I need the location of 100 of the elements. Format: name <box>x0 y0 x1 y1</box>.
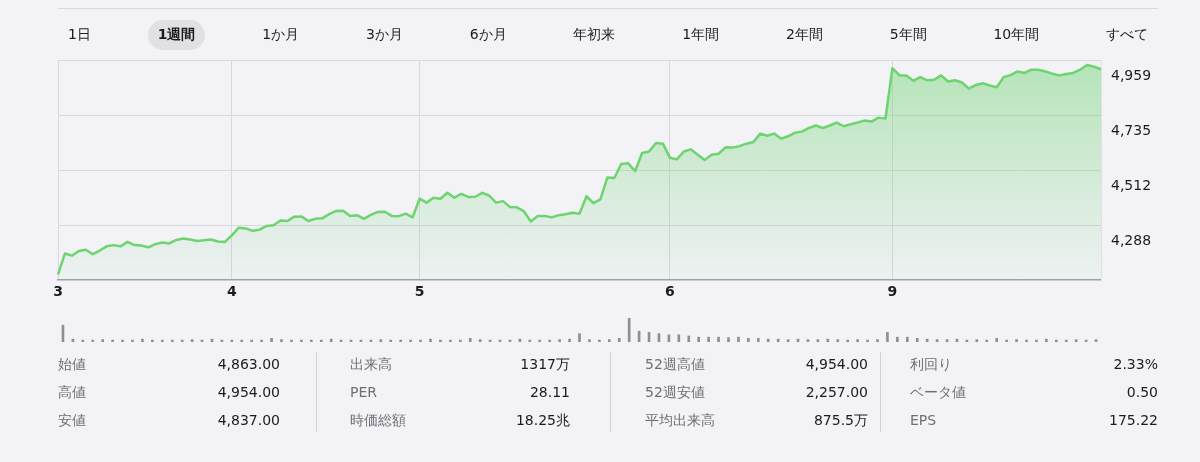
bar <box>1045 338 1048 342</box>
text: 2,257.00 <box>805 384 868 400</box>
text: 28.11 <box>529 384 570 400</box>
bar <box>697 336 701 342</box>
bar <box>985 339 989 342</box>
bar <box>836 339 840 342</box>
text: 4,863.00 <box>217 356 280 372</box>
text: 年初来 <box>572 25 617 44</box>
y-tick-label: 4,288 <box>1111 231 1152 248</box>
bar <box>389 339 393 342</box>
bar <box>607 339 611 342</box>
text: 18.25兆 <box>515 412 570 430</box>
y-tick-label: 4,512 <box>1111 176 1152 193</box>
text: 6か月 <box>468 25 508 44</box>
text: 安値 <box>58 412 86 430</box>
bar <box>905 336 909 342</box>
x-tick-label: 6 <box>665 283 675 300</box>
bar <box>578 333 581 342</box>
text: 1日 <box>67 25 92 44</box>
text: 3か月 <box>365 25 404 44</box>
bar <box>399 339 403 342</box>
bar <box>588 339 591 342</box>
text: 出来高 <box>350 356 392 374</box>
bar <box>717 336 720 342</box>
text: 175.22 <box>1109 412 1158 428</box>
bar <box>1005 339 1008 342</box>
bar <box>419 339 422 342</box>
bar <box>131 339 134 342</box>
bar <box>737 336 740 342</box>
bar <box>915 338 919 342</box>
text: 4,954.00 <box>217 384 280 400</box>
bar <box>151 339 154 342</box>
bar <box>1064 339 1068 342</box>
bar <box>766 338 770 342</box>
text: 52週安値 <box>645 384 705 402</box>
text: 875.5万 <box>813 412 868 430</box>
bar <box>160 339 164 342</box>
bar <box>170 339 174 342</box>
bar <box>707 336 710 342</box>
bar <box>896 336 899 342</box>
bar <box>101 339 105 342</box>
bar <box>319 339 323 342</box>
text: 4,954.00 <box>805 356 868 372</box>
bar <box>270 338 273 342</box>
text: 4,837.00 <box>217 412 280 428</box>
bar <box>617 338 621 342</box>
bar <box>558 339 561 342</box>
bar <box>280 339 283 342</box>
text: 0.50 <box>1126 384 1158 400</box>
text: 始値 <box>58 356 86 374</box>
bar <box>290 339 293 342</box>
bar <box>538 339 542 342</box>
bar <box>429 338 432 342</box>
bar <box>856 339 859 342</box>
text: 平均出来高 <box>645 412 715 430</box>
text: 10年間 <box>992 25 1041 44</box>
bar <box>687 335 691 342</box>
text: 利回り <box>910 356 952 374</box>
bar <box>121 339 124 342</box>
bar <box>458 339 462 342</box>
bar <box>409 339 412 342</box>
bar <box>468 338 472 342</box>
bar <box>141 338 144 342</box>
x-tick-label: 9 <box>887 283 898 300</box>
bar <box>240 339 244 342</box>
text: EPS <box>910 412 937 428</box>
bar <box>747 338 750 342</box>
text: 1年間 <box>681 25 721 44</box>
x-tick-label: 3 <box>53 283 63 300</box>
text: 1317万 <box>520 356 570 374</box>
bar <box>995 338 999 342</box>
y-tick-label: 4,735 <box>1111 122 1152 139</box>
text: 2.33% <box>1113 356 1158 372</box>
text: 高値 <box>58 384 86 402</box>
bar <box>886 332 889 342</box>
text: 2年間 <box>784 25 824 44</box>
bar <box>1025 339 1028 342</box>
text: すべて <box>1105 25 1149 44</box>
bar <box>548 339 552 342</box>
y-tick-label: 4,959 <box>1111 67 1152 84</box>
x-tick-label: 5 <box>414 283 425 300</box>
text: PER <box>350 384 378 400</box>
bar <box>111 339 114 342</box>
bar <box>846 339 850 342</box>
text: 1週間 <box>147 20 206 50</box>
bar <box>876 339 879 342</box>
text: ベータ値 <box>910 384 966 402</box>
bar <box>91 339 95 342</box>
bar <box>449 339 452 342</box>
bar <box>727 337 730 342</box>
bar <box>1035 339 1038 342</box>
text: 5年間 <box>888 25 928 44</box>
bar <box>568 338 571 342</box>
text: 時価総額 <box>350 412 406 430</box>
bar <box>756 338 760 342</box>
bar <box>598 339 601 342</box>
bar <box>260 339 263 342</box>
bar <box>309 339 313 342</box>
bar <box>1015 339 1018 342</box>
bar <box>439 339 442 342</box>
